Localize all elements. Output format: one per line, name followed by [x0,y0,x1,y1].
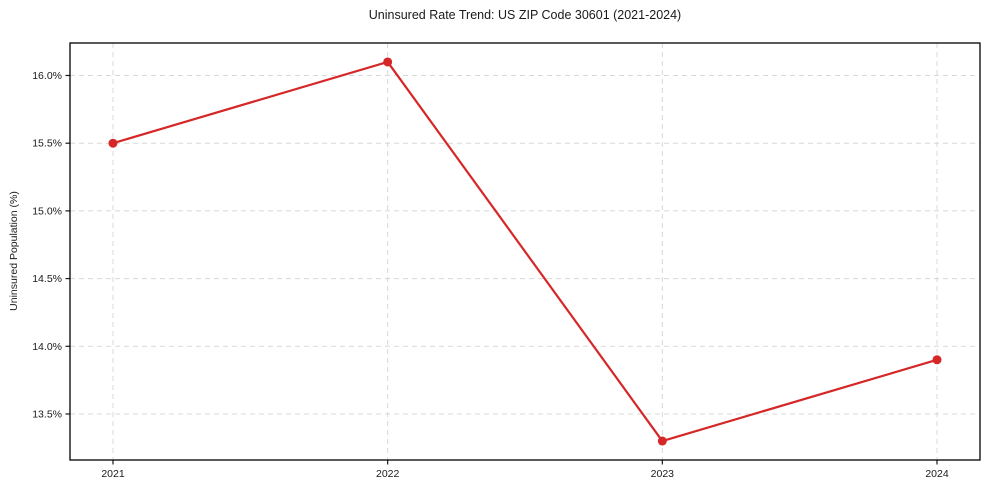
data-point [932,355,942,365]
y-tick-label: 15.5% [32,138,62,150]
x-tick-label: 2021 [101,468,125,480]
x-tick-label: 2023 [651,468,675,480]
data-point [383,57,393,67]
y-tick-label: 14.0% [32,341,62,353]
y-tick-label: 13.5% [32,408,62,420]
plot-border [69,42,981,461]
data-line [111,60,939,443]
x-tick-label: 2024 [925,468,949,480]
y-axis-label: Uninsured Population (%) [8,191,20,311]
y-tick-label: 14.5% [32,273,62,285]
x-tick-label: 2022 [376,468,400,480]
y-tick-label: 16.0% [32,70,62,82]
chart-title: Uninsured Rate Trend: US ZIP Code 30601 … [368,8,682,22]
data-point [108,138,118,148]
data-point [657,436,667,446]
y-tick-label: 15.0% [32,205,62,217]
